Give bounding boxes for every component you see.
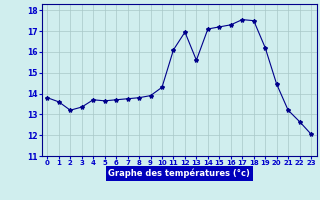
X-axis label: Graphe des températures (°c): Graphe des températures (°c) (108, 169, 250, 178)
